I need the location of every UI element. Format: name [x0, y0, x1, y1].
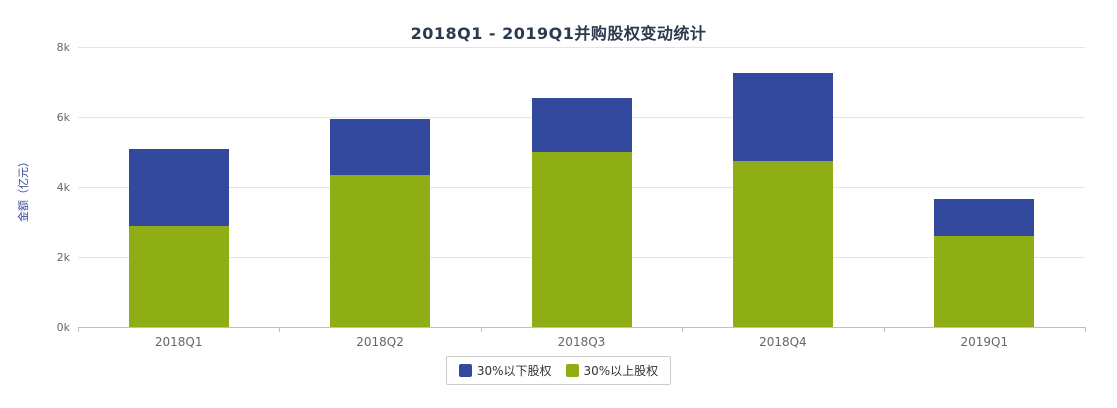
- bar-segment-above-30pct[interactable]: [128, 225, 229, 327]
- x-axis-tick: [883, 327, 885, 332]
- legend-swatch-icon: [565, 364, 579, 377]
- x-axis-tick: [1085, 327, 1086, 332]
- legend-item-below-30pct[interactable]: 30%以下股权: [458, 362, 552, 379]
- bar-segment-above-30pct[interactable]: [330, 174, 431, 327]
- y-tick-label: 2k: [56, 251, 70, 264]
- x-axis-tick: [78, 327, 79, 332]
- legend-box: 30%以下股权 30%以上股权: [445, 356, 672, 385]
- y-tick-label: 8k: [56, 41, 70, 54]
- bar-segment-below-30pct[interactable]: [732, 73, 833, 161]
- x-axis-tick: [480, 327, 482, 332]
- x-tick-label: 2018Q1: [154, 335, 203, 349]
- legend-swatch-icon: [458, 364, 472, 377]
- x-axis-tick: [279, 327, 281, 332]
- x-tick-label: 2019Q1: [960, 335, 1009, 349]
- y-tick-label: 4k: [56, 181, 70, 194]
- legend: 30%以下股权 30%以上股权: [0, 356, 1117, 385]
- gridline: [78, 47, 1085, 48]
- legend-item-above-30pct[interactable]: 30%以上股权: [565, 362, 659, 379]
- legend-label: 30%以上股权: [583, 364, 659, 378]
- legend-label: 30%以下股权: [476, 364, 552, 378]
- y-tick-label: 6k: [56, 111, 70, 124]
- bar-segment-below-30pct[interactable]: [128, 148, 229, 226]
- x-axis-tick: [682, 327, 684, 332]
- bar-segment-above-30pct[interactable]: [732, 160, 833, 327]
- bar-segment-above-30pct[interactable]: [531, 152, 632, 327]
- x-tick-label: 2018Q3: [557, 335, 606, 349]
- bar-segment-below-30pct[interactable]: [531, 97, 632, 152]
- x-axis-line: [78, 327, 1085, 328]
- bar-segment-below-30pct[interactable]: [330, 118, 431, 175]
- bar-segment-above-30pct[interactable]: [934, 236, 1035, 327]
- bar-segment-below-30pct[interactable]: [934, 199, 1035, 236]
- x-tick-label: 2018Q2: [356, 335, 404, 349]
- chart-title: 2018Q1 - 2019Q1并购股权变动统计: [410, 24, 707, 43]
- y-tick-label: 0k: [56, 321, 70, 334]
- x-tick-label: 2018Q4: [759, 335, 807, 349]
